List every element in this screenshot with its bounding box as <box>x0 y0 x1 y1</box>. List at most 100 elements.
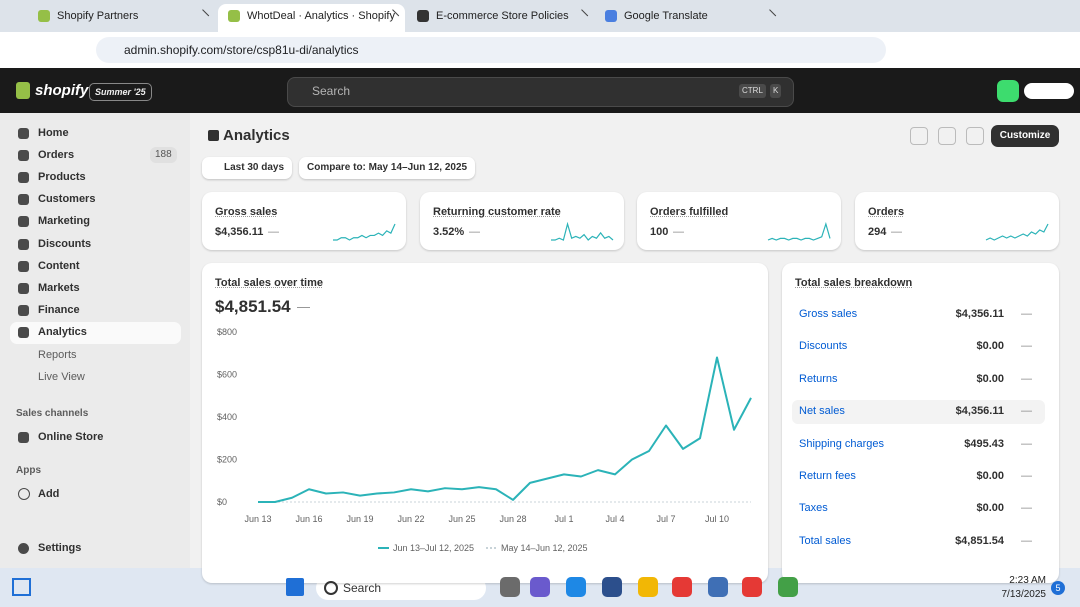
nav-icon <box>18 543 29 554</box>
breakdown-label[interactable]: Gross sales <box>799 308 858 320</box>
x-tick-label: Jun 25 <box>448 514 475 524</box>
taskbar-app[interactable] <box>566 577 586 597</box>
account-pill[interactable] <box>1024 83 1074 99</box>
breakdown-value: $4,851.54 <box>955 534 1004 547</box>
x-tick-label: Jun 13 <box>244 514 271 524</box>
nav-item[interactable]: Customers <box>38 193 96 205</box>
metric-value: $4,356.11 <box>215 226 264 238</box>
nav-icon <box>18 216 29 227</box>
store-icon[interactable] <box>997 80 1019 102</box>
breakdown-value: $495.43 <box>964 437 1004 450</box>
x-tick-label: Jun 19 <box>346 514 373 524</box>
y-tick-label: $200 <box>217 455 237 465</box>
metric-change: — <box>268 226 279 238</box>
subnav-item[interactable]: Reports <box>38 349 77 361</box>
metric-card[interactable] <box>202 192 406 250</box>
shortcut-key: K <box>770 84 782 98</box>
breakdown-change: — <box>1021 502 1032 515</box>
nav-item[interactable]: Markets <box>38 282 80 294</box>
taskbar-app[interactable] <box>638 577 658 597</box>
nav-item[interactable]: Products <box>38 171 86 183</box>
taskbar-app[interactable] <box>530 577 550 597</box>
breakdown-label[interactable]: Taxes <box>799 502 828 515</box>
tab-icon <box>228 10 240 22</box>
x-tick-label: Jun 16 <box>295 514 322 524</box>
x-tick-label: Jun 28 <box>499 514 526 524</box>
toolbar-button[interactable] <box>966 127 984 145</box>
breakdown-label[interactable]: Total sales <box>799 534 851 547</box>
tab-icon <box>38 10 50 22</box>
breakdown-label[interactable]: Shipping charges <box>799 437 885 450</box>
clock-date: 7/13/2025 <box>1001 589 1047 600</box>
compare-button[interactable]: Compare to: May 14–Jun 12, 2025 <box>299 157 476 179</box>
tab-strip <box>0 0 1080 32</box>
taskbar-search-text[interactable]: Search <box>343 581 382 595</box>
breakdown-label[interactable]: Return fees <box>799 470 856 482</box>
nav-item[interactable]: Home <box>38 127 69 139</box>
x-tick-label: Jul 7 <box>656 514 675 524</box>
toolbar-button[interactable] <box>910 127 928 145</box>
metric-card[interactable] <box>637 192 841 250</box>
active-nav <box>10 322 181 344</box>
taskbar-app[interactable] <box>672 577 692 597</box>
nav-item[interactable]: Analytics <box>38 326 87 338</box>
nav-icon <box>18 488 30 500</box>
tab-title[interactable]: Shopify Partners <box>57 10 139 22</box>
active-tab[interactable] <box>218 4 405 32</box>
nav-icon <box>18 327 29 338</box>
nav-item[interactable]: Finance <box>38 304 80 316</box>
url[interactable]: admin.shopify.com/store/csp81u-di/analyt… <box>124 43 359 57</box>
subnav-item[interactable]: Live View <box>38 371 85 383</box>
breakdown-label[interactable]: Discounts <box>799 340 848 353</box>
nav-icon <box>18 283 29 294</box>
nav-item[interactable]: Content <box>38 260 80 272</box>
metric-value: 3.52% <box>433 226 465 238</box>
metric-card[interactable] <box>420 192 624 250</box>
customize-button[interactable]: Customize <box>991 125 1059 147</box>
nav-item[interactable]: Discounts <box>38 238 92 250</box>
sparkline <box>551 222 614 241</box>
sparkline <box>333 223 396 241</box>
metric-change: — <box>469 226 480 238</box>
notification-badge[interactable]: 5 <box>1051 581 1065 595</box>
nav-item[interactable]: Online Store <box>38 431 104 443</box>
nav-item[interactable]: Orders <box>38 149 75 161</box>
breakdown-value: $0.00 <box>976 470 1004 482</box>
section-title[interactable]: Apps <box>16 465 41 476</box>
date-button[interactable]: Last 30 days <box>202 157 293 179</box>
tab-icon <box>417 10 429 22</box>
search-box[interactable] <box>287 77 794 107</box>
tab-title[interactable]: WhotDeal · Analytics · Shopify <box>247 10 395 22</box>
start-button[interactable] <box>286 578 304 596</box>
nav-item[interactable]: Settings <box>38 542 82 554</box>
breakdown-label[interactable]: Returns <box>799 372 838 385</box>
breakdown-label[interactable]: Net sales <box>799 405 845 418</box>
toolbar-button[interactable] <box>938 127 956 145</box>
metric-label: Gross sales <box>215 206 278 218</box>
taskbar-app[interactable] <box>778 577 798 597</box>
metric-card[interactable] <box>855 192 1059 250</box>
tab-title[interactable]: E-commerce Store Policies <box>436 10 569 22</box>
taskbar-app[interactable] <box>742 577 762 597</box>
series-line <box>258 356 752 503</box>
breakdown-change: — <box>1021 405 1032 418</box>
widgets-icon[interactable] <box>12 578 31 596</box>
tab-title[interactable]: Google Translate <box>624 10 708 22</box>
nav-item[interactable]: Marketing <box>38 215 90 227</box>
section-title[interactable]: Sales channels <box>16 408 89 419</box>
taskbar-app[interactable] <box>500 577 520 597</box>
tab-icon <box>605 10 617 22</box>
legend-label: Jun 13–Jul 12, 2025 <box>393 543 474 553</box>
metric-label: Returning customer rate <box>433 206 561 218</box>
search-placeholder[interactable]: Search <box>312 84 351 98</box>
breakdown-change: — <box>1021 308 1032 320</box>
url-field[interactable] <box>96 37 886 63</box>
chart-total: $4,851.54 <box>215 297 291 316</box>
taskbar-app[interactable] <box>708 577 728 597</box>
breakdown-value: $0.00 <box>976 340 1004 353</box>
breakdown-title: Total sales breakdown <box>795 277 913 289</box>
y-tick-label: $800 <box>217 327 237 337</box>
taskbar-app[interactable] <box>602 577 622 597</box>
nav-icon <box>18 261 29 272</box>
nav-item[interactable]: Add <box>38 488 60 500</box>
